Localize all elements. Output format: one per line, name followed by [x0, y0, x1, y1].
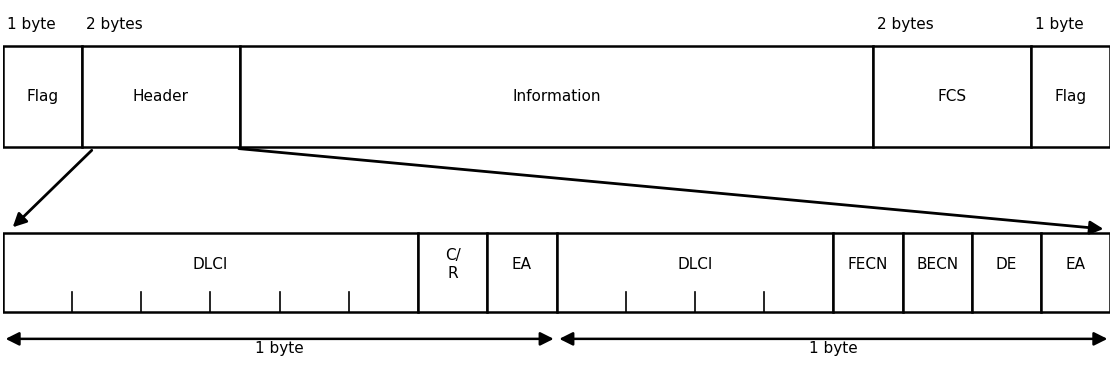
FancyBboxPatch shape — [873, 46, 1031, 147]
FancyBboxPatch shape — [972, 233, 1041, 312]
Text: 1 byte: 1 byte — [809, 341, 858, 356]
Text: FCS: FCS — [937, 89, 966, 104]
Text: Header: Header — [132, 89, 189, 104]
FancyBboxPatch shape — [2, 233, 418, 312]
Text: DLCI: DLCI — [677, 257, 712, 272]
FancyBboxPatch shape — [487, 233, 556, 312]
FancyBboxPatch shape — [240, 46, 873, 147]
Text: Flag: Flag — [1055, 89, 1086, 104]
Text: DE: DE — [996, 257, 1017, 272]
Text: Flag: Flag — [27, 89, 58, 104]
Text: BECN: BECN — [916, 257, 958, 272]
Text: EA: EA — [512, 257, 532, 272]
FancyBboxPatch shape — [1041, 233, 1111, 312]
FancyBboxPatch shape — [903, 233, 972, 312]
Text: FECN: FECN — [848, 257, 888, 272]
Text: Information: Information — [512, 89, 601, 104]
FancyBboxPatch shape — [2, 46, 82, 147]
FancyBboxPatch shape — [418, 233, 487, 312]
Text: EA: EA — [1065, 257, 1085, 272]
Text: 1 byte: 1 byte — [1035, 16, 1084, 31]
FancyBboxPatch shape — [556, 233, 834, 312]
FancyBboxPatch shape — [834, 233, 903, 312]
FancyBboxPatch shape — [1031, 46, 1111, 147]
Text: 1 byte: 1 byte — [255, 341, 304, 356]
Text: 1 byte: 1 byte — [7, 16, 56, 31]
FancyBboxPatch shape — [82, 46, 240, 147]
Text: 2 bytes: 2 bytes — [877, 16, 934, 31]
Text: DLCI: DLCI — [193, 257, 228, 272]
Text: C/
R: C/ R — [445, 248, 461, 281]
Text: 2 bytes: 2 bytes — [86, 16, 142, 31]
